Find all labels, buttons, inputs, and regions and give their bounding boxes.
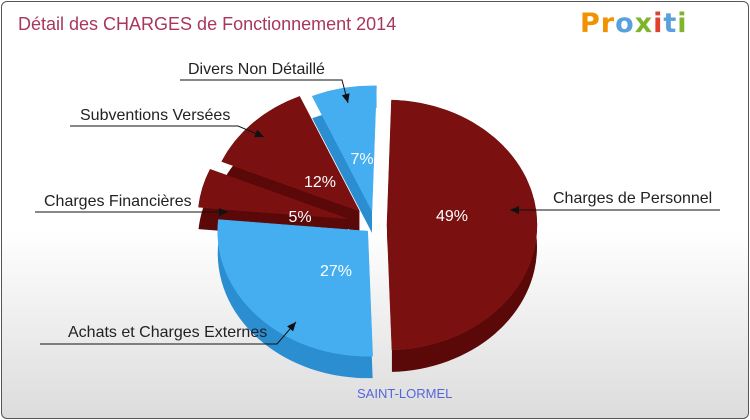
slice-percent-label: 7% bbox=[350, 151, 373, 168]
proxiti-logo: Proxiti bbox=[580, 8, 688, 39]
slice-category-label: Achats et Charges Externes bbox=[68, 324, 267, 341]
chart-subtitle: SAINT-LORMEL bbox=[357, 386, 453, 401]
slice-percent-label: 5% bbox=[288, 209, 311, 226]
pie-slice-side bbox=[217, 219, 373, 379]
slice-category-label: Divers Non Détaillé bbox=[188, 61, 325, 78]
slice-percent-label: 27% bbox=[320, 263, 352, 280]
slice-category-label: Charges Financières bbox=[44, 193, 192, 210]
slice-category-label: Subventions Versées bbox=[80, 107, 230, 124]
logo-letter: o bbox=[615, 8, 635, 39]
pie-slice bbox=[386, 99, 538, 351]
leader-arrow bbox=[254, 129, 264, 138]
logo-letter: i bbox=[653, 8, 664, 39]
leader-arrow bbox=[287, 322, 296, 332]
leader-arrow bbox=[341, 93, 350, 103]
slice-percent-label: 12% bbox=[304, 174, 336, 191]
slice-percent-label: 49% bbox=[436, 208, 468, 225]
logo-letter: i bbox=[677, 8, 688, 39]
logo-letter: t bbox=[663, 8, 678, 39]
leader-line bbox=[40, 321, 297, 345]
logo-letter: r bbox=[600, 8, 616, 39]
leader-arrow bbox=[510, 206, 519, 214]
pie-slice bbox=[221, 96, 360, 212]
leader-line bbox=[70, 125, 265, 138]
logo-letter: x bbox=[634, 8, 654, 39]
logo-letter: P bbox=[580, 8, 601, 39]
chart-title: Détail des CHARGES de Fonctionnement 201… bbox=[18, 14, 397, 34]
pie-slice-side bbox=[312, 85, 377, 233]
pie-slice bbox=[198, 168, 348, 220]
leader-arrow bbox=[219, 208, 228, 216]
pie-slice bbox=[217, 219, 373, 357]
slice-category-label: Charges de Personnel bbox=[553, 190, 712, 207]
